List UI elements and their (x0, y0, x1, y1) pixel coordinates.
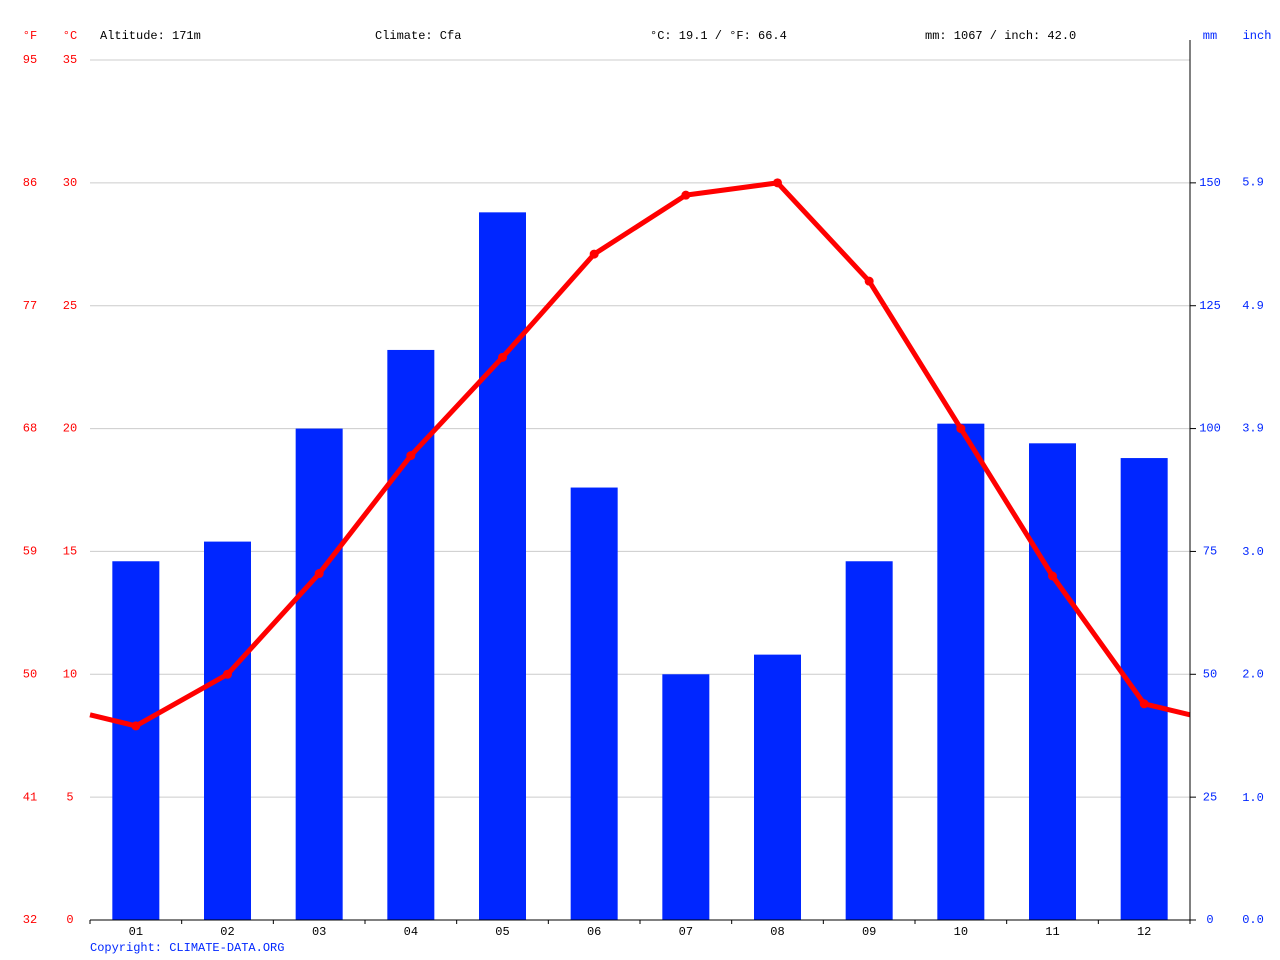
climate: Climate: Cfa (375, 29, 461, 43)
yf-tick-label: 59 (23, 545, 37, 559)
bar (479, 212, 526, 921)
yf-tick-label: 50 (23, 667, 37, 681)
x-tick-label: 08 (770, 925, 784, 939)
yf-tick-label: 32 (23, 913, 37, 927)
y-tick-label: 25 (63, 299, 77, 313)
bar (662, 674, 710, 920)
y-tick-label: 10 (63, 667, 77, 681)
yinch-tick-label: 3.0 (1242, 545, 1264, 559)
point (131, 721, 141, 731)
bar (204, 541, 251, 920)
bar (845, 561, 893, 920)
y-tick-label: 5 (66, 790, 73, 804)
y-tick-label: 0 (66, 913, 73, 927)
yf-tick-label: 68 (23, 422, 37, 436)
point (681, 190, 691, 200)
yinch-tick-label: 5.9 (1242, 175, 1264, 189)
x-tick-label: 01 (129, 925, 143, 939)
y2-tick-label: 100 (1199, 422, 1221, 436)
point (1139, 699, 1149, 709)
f-unit: °F (23, 29, 37, 43)
x-tick-label: 11 (1045, 925, 1059, 939)
point (864, 276, 874, 286)
yf-tick-label: 77 (23, 299, 37, 313)
y-tick-label: 30 (63, 176, 77, 190)
y2-tick-label: 50 (1203, 667, 1217, 681)
yinch-tick-label: 3.9 (1242, 421, 1264, 435)
yf-tick-label: 86 (23, 176, 37, 190)
yinch-tick-label: 4.9 (1242, 299, 1264, 313)
bar (1120, 458, 1168, 920)
x-tick-label: 03 (312, 925, 326, 939)
y2-tick-label: 150 (1199, 176, 1221, 190)
x-tick-label: 10 (954, 925, 968, 939)
point (223, 669, 232, 679)
point (406, 451, 416, 461)
y-tick-label: 15 (63, 545, 77, 559)
y2-tick-label: 25 (1203, 790, 1217, 804)
temp-mean: °C: 19.1 / °F: 66.4 (650, 29, 787, 43)
altitude: Altitude: 171m (100, 29, 201, 43)
bar (295, 428, 343, 920)
x-tick-label: 12 (1137, 925, 1151, 939)
bar (937, 423, 985, 920)
y2-tick-label: 0 (1206, 913, 1213, 927)
bar (754, 654, 801, 920)
bar (387, 349, 435, 920)
precip-total: mm: 1067 / inch: 42.0 (925, 29, 1076, 43)
x-tick-label: 02 (220, 925, 234, 939)
yinch-tick-label: 1.0 (1242, 791, 1264, 805)
x-tick-label: 07 (679, 925, 693, 939)
yinch-tick-label: 0.0 (1242, 913, 1264, 927)
point (773, 178, 782, 188)
yf-tick-label: 41 (23, 790, 37, 804)
x-tick-label: 04 (404, 925, 418, 939)
bar (112, 561, 160, 920)
point (314, 569, 324, 579)
y2-tick-label: 125 (1199, 299, 1221, 313)
bar (570, 487, 618, 920)
y2-tick-label: 75 (1203, 545, 1217, 559)
x-tick-label: 09 (862, 925, 876, 939)
bar (1029, 443, 1076, 920)
line-wrap (1143, 701, 1191, 718)
point (498, 352, 507, 362)
mm-unit: mm (1203, 29, 1217, 43)
point (956, 424, 966, 434)
y-tick-label: 20 (63, 422, 77, 436)
yinch-tick-label: 2.0 (1242, 667, 1264, 681)
line-wrap (89, 712, 137, 729)
copyright: Copyright: CLIMATE-DATA.ORG (90, 941, 284, 955)
inch-unit: inch (1243, 29, 1272, 43)
yf-tick-label: 95 (23, 53, 37, 67)
point (1048, 571, 1057, 581)
x-tick-label: 06 (587, 925, 601, 939)
x-tick-label: 05 (495, 925, 509, 939)
c-unit: °C (63, 29, 77, 43)
y-tick-label: 35 (63, 53, 77, 67)
point (589, 249, 599, 259)
temperature-line (134, 180, 1147, 729)
